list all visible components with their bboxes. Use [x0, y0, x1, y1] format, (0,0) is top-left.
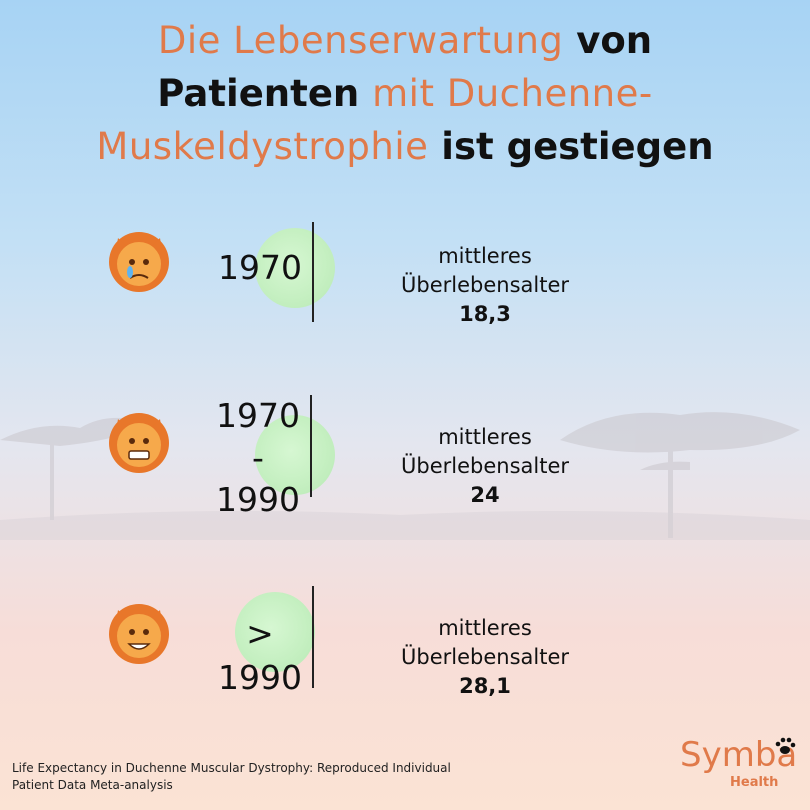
survival-stat: mittleres Überlebensalter 28,1: [370, 614, 600, 701]
headline-highlight-1: Die Lebenserwartung: [157, 19, 564, 62]
crying-lion-icon: [109, 232, 169, 292]
stat-label-2: Überlebensalter: [401, 273, 569, 297]
headline-highlight-2: mit Duchenne-: [372, 72, 653, 115]
stat-label-1: mittleres: [438, 244, 532, 268]
period-circle: [235, 592, 315, 672]
period-divider: [312, 586, 314, 688]
stat-value: 18,3: [459, 302, 511, 326]
timeline-row-after-1990: > 1990 mittleres Überlebensalter 28,1: [0, 586, 810, 698]
logo-name: Symba: [680, 735, 798, 775]
paw-icon: [775, 737, 796, 754]
headline-text-2: Patienten: [157, 72, 373, 115]
source-line-1: Life Expectancy in Duchenne Muscular Dys…: [12, 761, 451, 775]
stat-label-2: Überlebensalter: [401, 454, 569, 478]
symba-health-logo: Symba Health: [680, 735, 800, 795]
source-citation: Life Expectancy in Duchenne Muscular Dys…: [12, 760, 452, 794]
headline: Die Lebenserwartung von Patienten mit Du…: [0, 14, 810, 173]
timeline-row-1970: 1970 mittleres Überlebensalter 18,3: [0, 222, 810, 332]
stat-value: 28,1: [459, 674, 511, 698]
stat-label-2: Überlebensalter: [401, 645, 569, 669]
stat-value: 24: [470, 483, 500, 507]
survival-stat: mittleres Überlebensalter 24: [370, 423, 600, 510]
logo-sub: Health: [730, 775, 779, 790]
period-circle: [255, 415, 335, 495]
period-divider: [312, 222, 314, 322]
smiling-lion-icon: [109, 604, 169, 664]
timeline-row-1970-1990: 1970 - 1990 mittleres Überlebensalter 24: [0, 395, 810, 519]
period-label: 1970 - 1990: [216, 396, 300, 519]
period-label: 1970: [218, 248, 302, 287]
period-label: > 1990: [218, 614, 302, 697]
survival-stat: mittleres Überlebensalter 18,3: [370, 242, 600, 329]
stat-label-1: mittleres: [438, 616, 532, 640]
stat-label-1: mittleres: [438, 425, 532, 449]
headline-text-3: ist gestiegen: [428, 125, 714, 168]
grimacing-lion-icon: [109, 413, 169, 473]
period-circle: [255, 228, 335, 308]
period-divider: [310, 395, 312, 497]
headline-highlight-3: Muskeldystrophie: [96, 125, 429, 168]
source-line-2: Patient Data Meta-analysis: [12, 778, 173, 792]
headline-text-1: von: [563, 19, 653, 62]
